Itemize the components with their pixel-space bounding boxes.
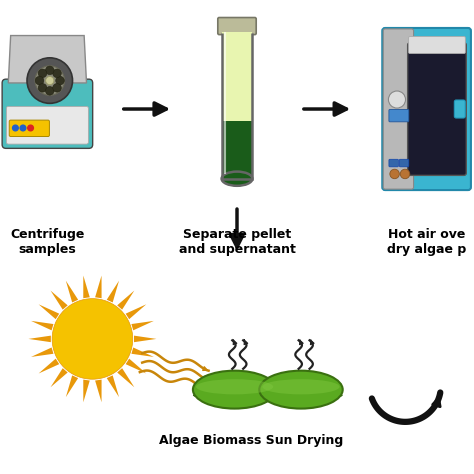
- Ellipse shape: [193, 391, 276, 400]
- Polygon shape: [51, 368, 68, 387]
- Text: Algae Biomass Sun Drying: Algae Biomass Sun Drying: [159, 434, 343, 447]
- Circle shape: [38, 83, 47, 92]
- Polygon shape: [221, 32, 252, 121]
- Polygon shape: [38, 359, 59, 374]
- Polygon shape: [95, 275, 101, 298]
- Circle shape: [53, 69, 61, 78]
- Polygon shape: [134, 336, 156, 342]
- Circle shape: [27, 58, 73, 103]
- Ellipse shape: [193, 371, 276, 409]
- FancyBboxPatch shape: [382, 28, 471, 190]
- FancyBboxPatch shape: [389, 159, 398, 167]
- Circle shape: [56, 76, 64, 85]
- Polygon shape: [83, 275, 90, 298]
- Polygon shape: [126, 359, 146, 374]
- Polygon shape: [95, 380, 101, 402]
- FancyBboxPatch shape: [7, 106, 88, 144]
- Ellipse shape: [196, 379, 273, 394]
- Text: Separate pellet
and supernatant: Separate pellet and supernatant: [179, 228, 295, 255]
- Circle shape: [400, 169, 410, 179]
- Ellipse shape: [259, 391, 343, 400]
- Ellipse shape: [263, 379, 339, 394]
- Circle shape: [13, 125, 18, 131]
- Circle shape: [46, 87, 54, 95]
- Circle shape: [35, 76, 44, 85]
- Circle shape: [46, 76, 54, 85]
- Polygon shape: [131, 321, 154, 330]
- Polygon shape: [31, 321, 54, 330]
- Circle shape: [35, 66, 64, 95]
- Circle shape: [390, 169, 399, 179]
- Polygon shape: [117, 291, 134, 310]
- Text: Centrifuge
samples: Centrifuge samples: [10, 228, 84, 255]
- Polygon shape: [221, 121, 252, 179]
- FancyBboxPatch shape: [389, 109, 409, 122]
- Circle shape: [28, 125, 33, 131]
- Text: Hot air ove
dry algae p: Hot air ove dry algae p: [387, 228, 466, 255]
- Polygon shape: [131, 347, 154, 357]
- FancyBboxPatch shape: [9, 120, 49, 137]
- Polygon shape: [117, 368, 134, 387]
- Polygon shape: [107, 281, 119, 302]
- Circle shape: [53, 83, 61, 92]
- Polygon shape: [9, 36, 86, 83]
- Polygon shape: [83, 380, 90, 402]
- Circle shape: [52, 299, 133, 379]
- Circle shape: [20, 125, 26, 131]
- Ellipse shape: [259, 371, 343, 409]
- Polygon shape: [66, 281, 78, 302]
- FancyBboxPatch shape: [383, 29, 413, 189]
- Ellipse shape: [221, 172, 252, 186]
- Polygon shape: [51, 291, 68, 310]
- FancyBboxPatch shape: [218, 18, 256, 35]
- FancyBboxPatch shape: [454, 100, 465, 118]
- FancyBboxPatch shape: [2, 79, 92, 148]
- Circle shape: [38, 69, 47, 78]
- Polygon shape: [126, 304, 146, 319]
- Polygon shape: [66, 375, 78, 397]
- Circle shape: [389, 91, 405, 108]
- Polygon shape: [28, 336, 51, 342]
- Polygon shape: [38, 304, 59, 319]
- Circle shape: [46, 66, 54, 74]
- FancyBboxPatch shape: [399, 159, 409, 167]
- FancyBboxPatch shape: [409, 36, 465, 54]
- FancyBboxPatch shape: [408, 43, 466, 175]
- Polygon shape: [107, 375, 119, 397]
- Polygon shape: [31, 347, 54, 357]
